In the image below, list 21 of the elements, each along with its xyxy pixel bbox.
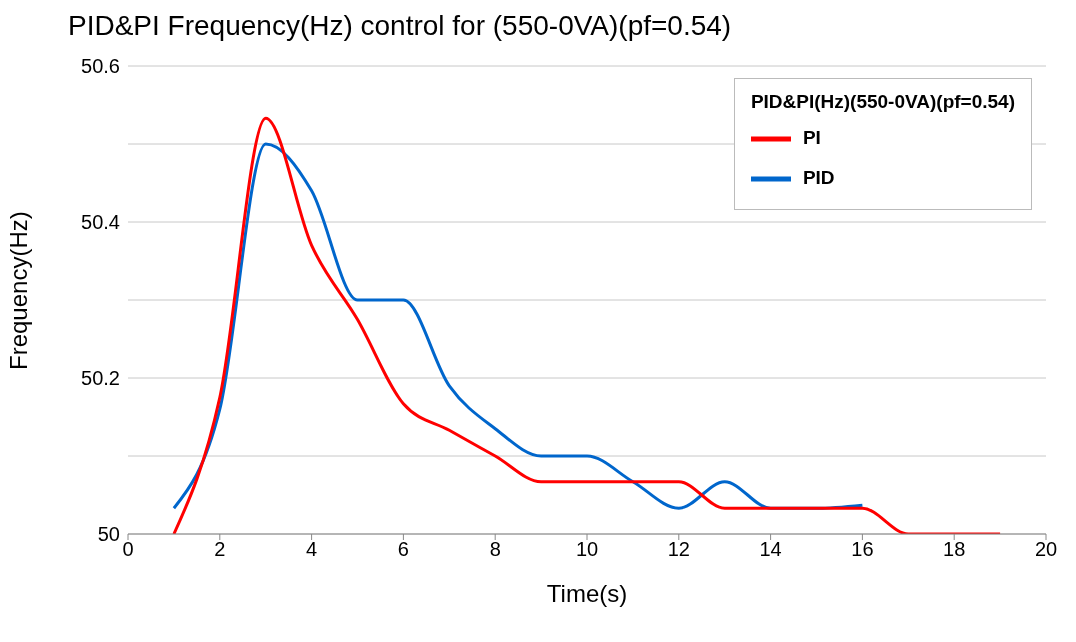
x-tick-label: 16 <box>851 538 874 561</box>
legend-label: PID <box>802 167 835 189</box>
x-tick-label: 0 <box>122 538 134 561</box>
y-tick-label: 50.2 <box>81 367 120 390</box>
x-tick-label: 6 <box>397 538 409 561</box>
legend-label: PI <box>802 127 821 149</box>
x-tick-label: 10 <box>575 538 599 561</box>
x-tick-label: 18 <box>943 538 966 561</box>
x-tick-label: 14 <box>759 538 782 561</box>
x-tick-label: 2 <box>214 538 226 561</box>
y-tick-label: 50 <box>97 523 120 546</box>
legend-title: PID&PI(Hz)(550-0VA)(pf=0.54) <box>750 91 1015 113</box>
x-tick-label: 4 <box>306 538 318 561</box>
y-axis-title: Frequency(Hz) <box>4 211 32 370</box>
x-tick-label: 8 <box>489 538 501 561</box>
x-tick-label: 20 <box>1034 538 1058 561</box>
y-tick-label: 50.6 <box>81 55 120 78</box>
y-tick-label: 50.4 <box>81 211 120 234</box>
x-tick-label: 12 <box>667 538 690 561</box>
x-axis-title: Time(s) <box>546 580 628 607</box>
chart-title: PID&PI Frequency(Hz) control for (550-0VA)(pf=0.54) <box>68 10 732 42</box>
